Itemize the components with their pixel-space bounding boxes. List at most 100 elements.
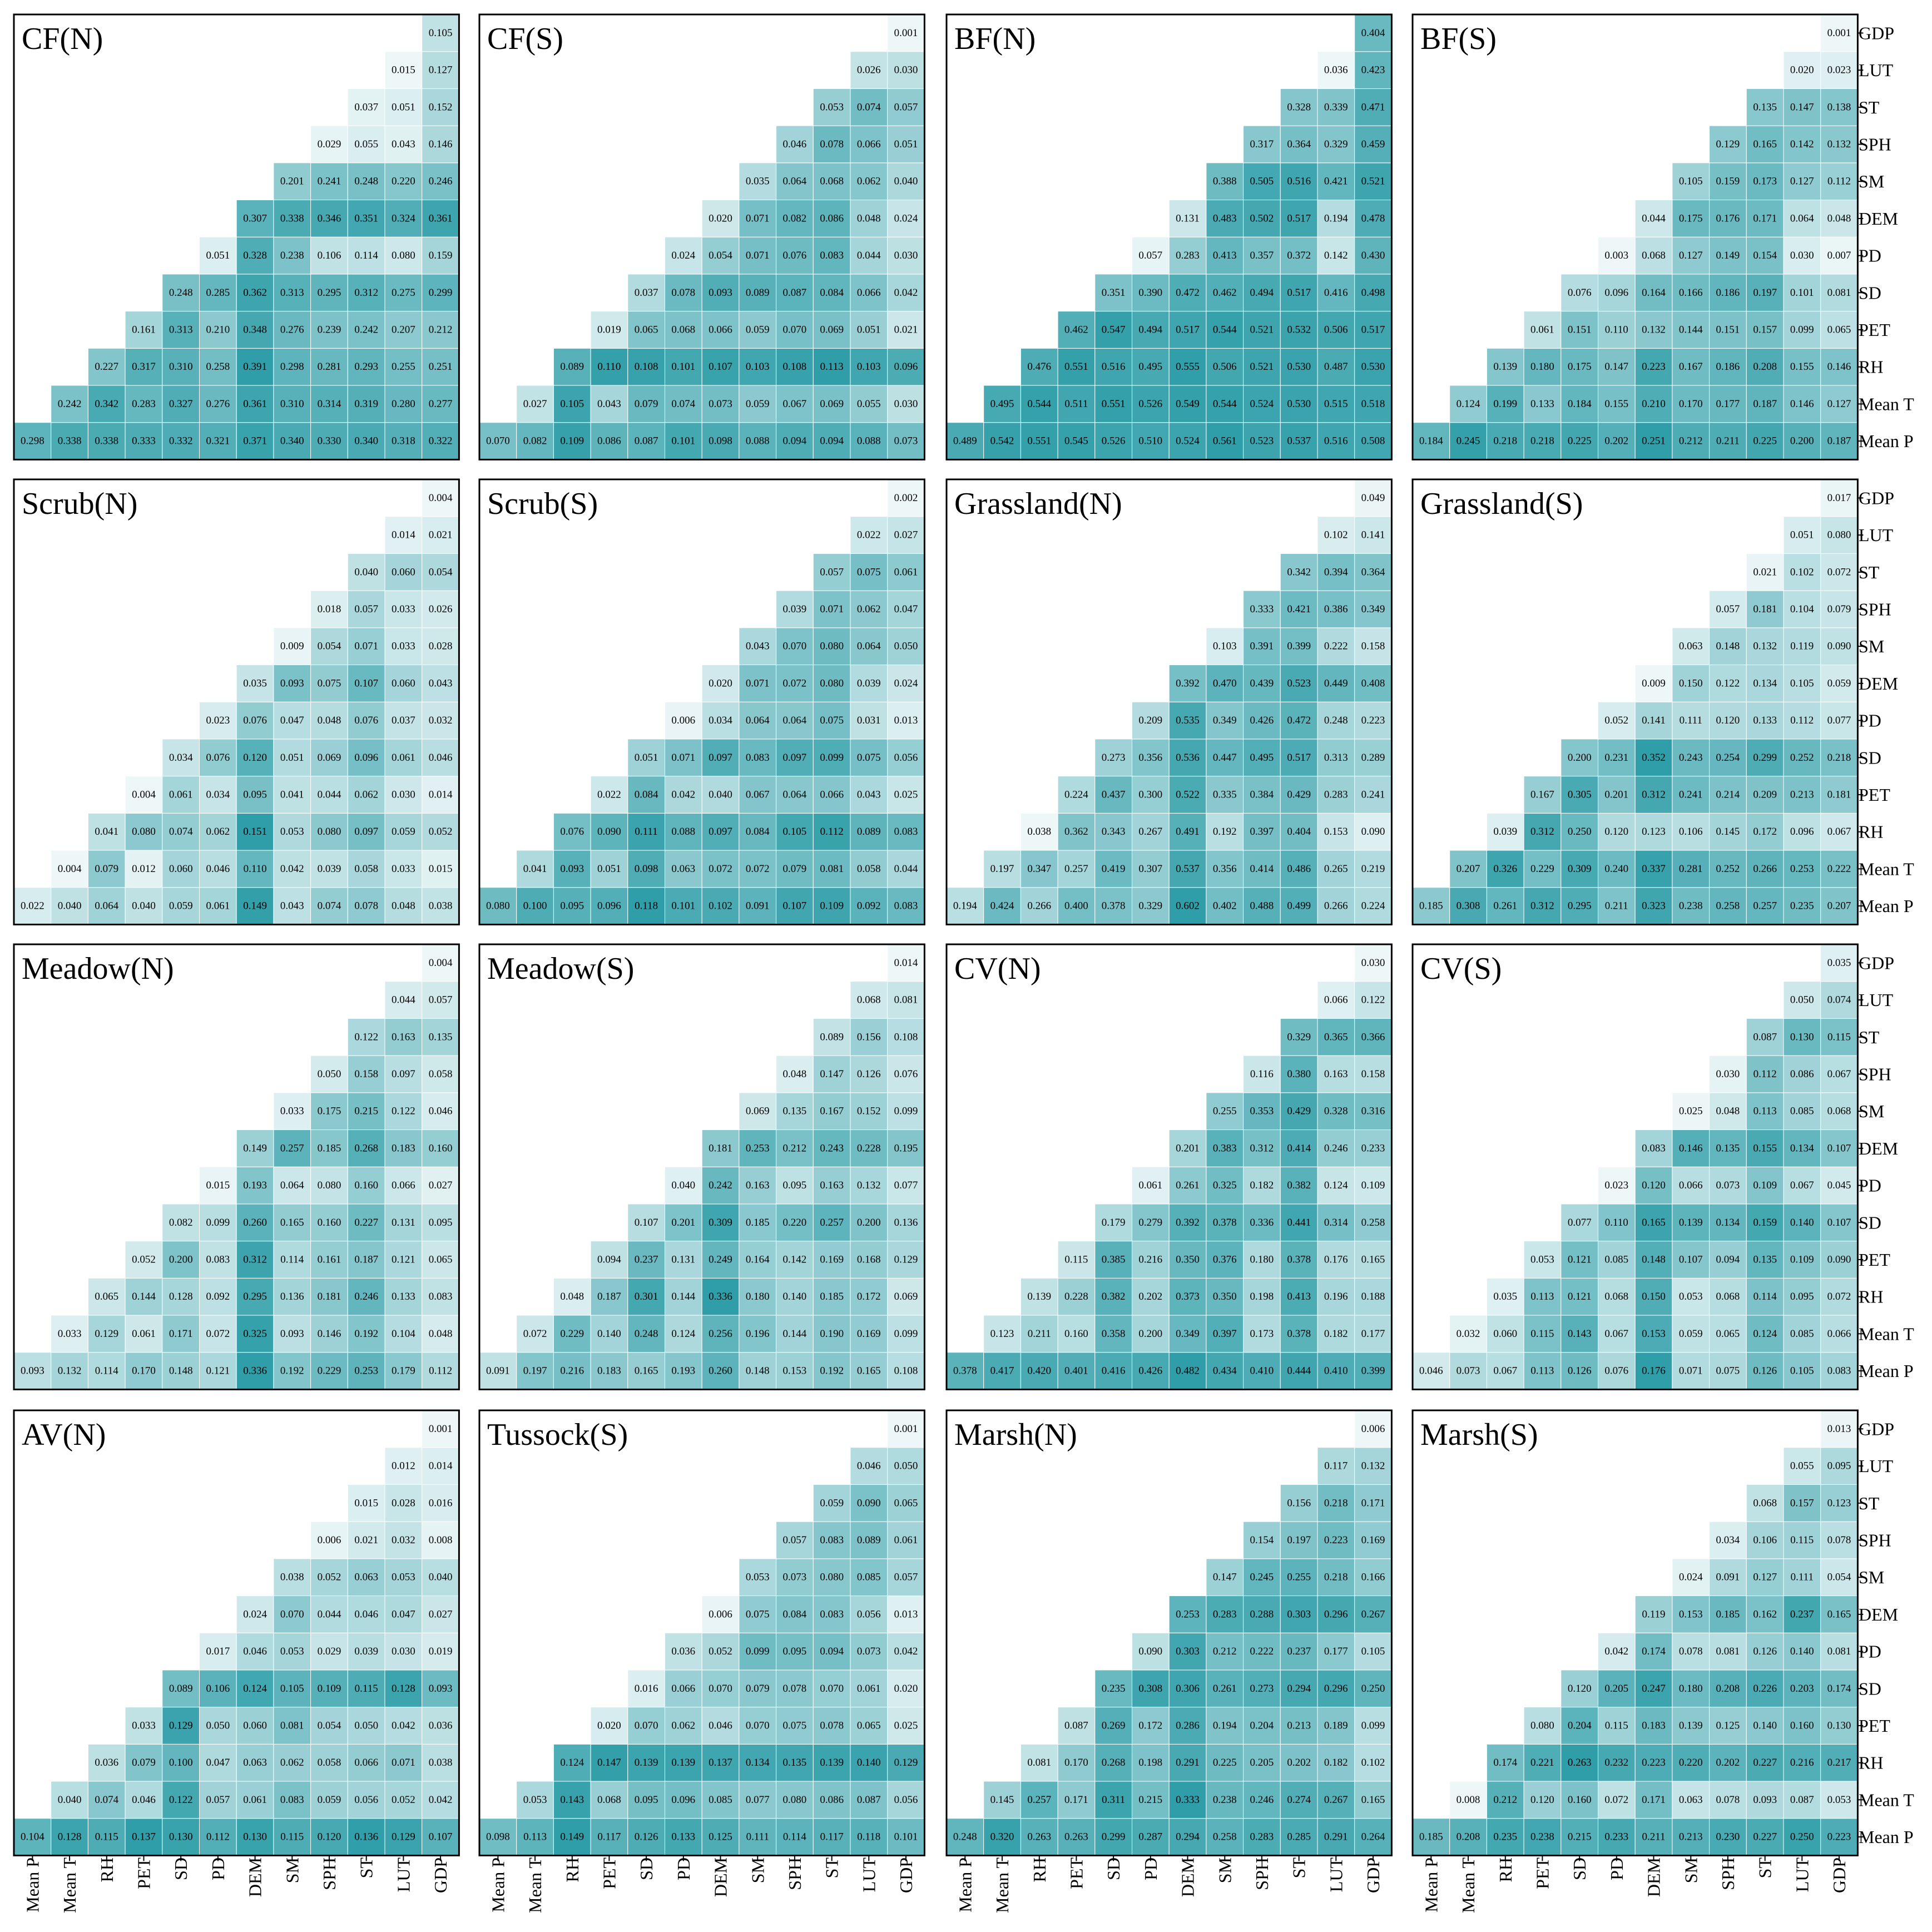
cell-value: 0.075 — [783, 1720, 807, 1731]
heatmap-cell — [1132, 1352, 1170, 1390]
cell-value: 0.160 — [318, 1217, 341, 1228]
cell-value: 0.038 — [429, 1757, 453, 1768]
heatmap-cell — [1561, 422, 1599, 460]
heatmap-cell — [1672, 1818, 1710, 1856]
col-label: PD — [673, 1857, 693, 1880]
cell-value: 0.530 — [1287, 361, 1311, 373]
cell-value: 0.348 — [243, 324, 267, 336]
cell-value: 0.470 — [1213, 677, 1237, 689]
cell-value: 0.143 — [1568, 1328, 1592, 1340]
heatmap-cell — [665, 1632, 702, 1671]
cell-value: 0.229 — [1530, 863, 1554, 875]
heatmap-cell — [162, 1670, 200, 1708]
cell-value: 0.006 — [671, 715, 695, 726]
panel-title: CV(S) — [1420, 952, 1502, 986]
heatmap-cell — [850, 162, 888, 200]
cell-value: 0.251 — [429, 361, 453, 373]
cell-value: 0.171 — [1642, 1794, 1666, 1806]
cell-value: 0.084 — [635, 789, 658, 800]
cell-value: 0.135 — [1753, 101, 1777, 113]
heatmap-cell — [665, 739, 702, 777]
cell-value: 0.106 — [206, 1683, 230, 1695]
heatmap-cell — [13, 422, 52, 460]
heatmap-cell — [1746, 553, 1784, 591]
cell-value: 0.030 — [392, 789, 415, 800]
cell-value: 0.220 — [783, 1217, 807, 1228]
cell-value: 0.071 — [746, 677, 770, 689]
cell-value: 0.156 — [1287, 1497, 1311, 1509]
cell-value: 0.186 — [1716, 361, 1740, 373]
cell-value: 0.235 — [1493, 1831, 1517, 1843]
cell-value: 0.413 — [1213, 250, 1237, 261]
cell-value: 0.043 — [597, 398, 621, 410]
cell-value: 0.132 — [1753, 641, 1777, 652]
row-label: RH — [1859, 1287, 1883, 1307]
cell-value: 0.155 — [1753, 1142, 1777, 1154]
cell-value: 0.547 — [1102, 324, 1126, 336]
heatmap-cell — [590, 1743, 628, 1782]
cell-value: 0.312 — [1530, 900, 1554, 912]
cell-value: 0.144 — [671, 1291, 695, 1302]
cell-value: 0.256 — [709, 1328, 732, 1340]
heatmap-cell — [347, 1743, 385, 1782]
cell-value: 0.506 — [1213, 361, 1237, 373]
cell-value: 0.447 — [1213, 752, 1237, 764]
cell-value: 0.088 — [857, 435, 881, 447]
heatmap-cell — [1746, 701, 1784, 740]
heatmap-cell — [887, 385, 925, 423]
heatmap-cell — [776, 1781, 814, 1819]
cell-value: 0.144 — [1679, 324, 1703, 336]
cell-value: 0.166 — [1361, 1572, 1385, 1583]
cell-value: 0.163 — [392, 1031, 415, 1043]
cell-value: 0.426 — [1138, 1365, 1162, 1377]
panel-title: Meadow(N) — [22, 952, 174, 986]
heatmap-cell — [739, 200, 777, 237]
cell-value: 0.120 — [1568, 1683, 1592, 1695]
cell-value: 0.091 — [1716, 1572, 1740, 1583]
cell-value: 0.042 — [894, 1646, 918, 1657]
cell-value: 0.078 — [783, 1683, 807, 1695]
cell-value: 0.227 — [1753, 1831, 1777, 1843]
cell-value: 0.235 — [1790, 900, 1814, 912]
cell-value: 0.253 — [354, 1365, 378, 1377]
cell-value: 0.536 — [1176, 752, 1200, 764]
cell-value: 0.202 — [1716, 1757, 1740, 1768]
heatmap-cell — [627, 739, 666, 777]
cell-value: 0.223 — [1361, 715, 1385, 726]
heatmap-cell — [1168, 1130, 1207, 1167]
cell-value: 0.156 — [857, 1031, 881, 1043]
heatmap-cell — [1709, 1558, 1747, 1597]
heatmap-cell — [1094, 887, 1133, 925]
heatmap-cell — [665, 311, 702, 349]
cell-value: 0.033 — [392, 863, 415, 875]
cell-value: 0.001 — [894, 1423, 918, 1435]
heatmap-cell — [1709, 1315, 1747, 1353]
heatmap-cell — [125, 422, 163, 460]
cell-value: 0.213 — [1790, 789, 1814, 800]
heatmap-cell — [1354, 1632, 1392, 1671]
row-label: SPH — [1859, 135, 1891, 155]
cell-value: 0.059 — [169, 900, 193, 912]
heatmap-cell — [273, 1743, 311, 1782]
cell-value: 0.537 — [1287, 435, 1311, 447]
cell-value: 0.134 — [1753, 677, 1777, 689]
cell-value: 0.041 — [280, 789, 304, 800]
cell-value: 0.124 — [671, 1328, 695, 1340]
cell-value: 0.426 — [1250, 715, 1274, 726]
cell-value: 0.135 — [1753, 1254, 1777, 1265]
heatmap-cell — [87, 1743, 126, 1782]
heatmap-cell — [739, 1092, 777, 1131]
panel-frame — [1411, 1409, 1859, 1856]
cell-value: 0.261 — [1213, 1683, 1237, 1695]
heatmap-cell — [1243, 162, 1281, 200]
heatmap-cell — [813, 1596, 851, 1633]
cell-value: 0.223 — [1324, 1534, 1348, 1546]
cell-value: 0.216 — [1138, 1254, 1162, 1265]
cell-value: 0.194 — [953, 900, 977, 912]
heatmap-cell — [1280, 1596, 1318, 1633]
heatmap-cell — [1709, 1241, 1747, 1279]
heatmap-cell — [1820, 701, 1858, 740]
cell-value: 0.007 — [1827, 250, 1851, 261]
heatmap-cell — [384, 981, 423, 1019]
cell-value: 0.104 — [392, 1328, 415, 1340]
